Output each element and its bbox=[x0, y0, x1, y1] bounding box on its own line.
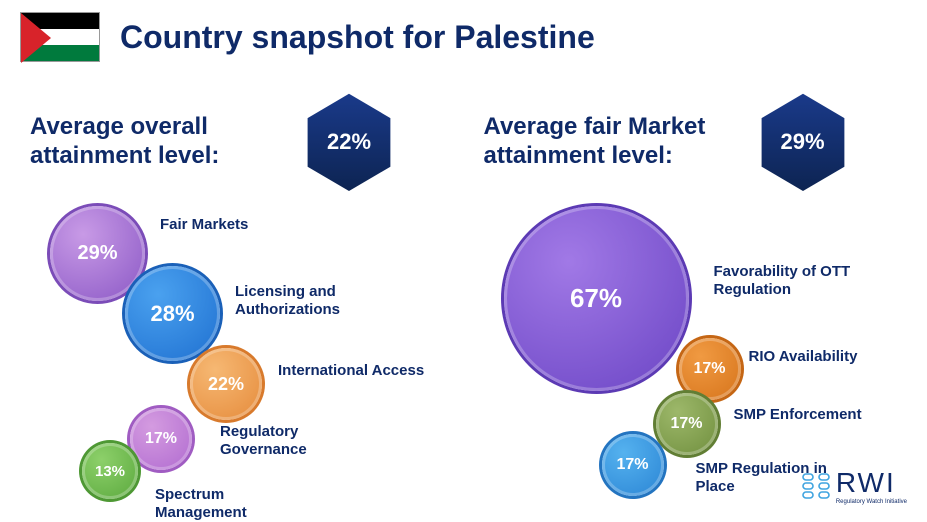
bubble-value: 67% bbox=[570, 283, 622, 314]
bubble-label: International Access bbox=[278, 362, 424, 380]
hex-value-left: 22% bbox=[327, 129, 371, 155]
bubble: 17% bbox=[656, 393, 718, 455]
flag-icon bbox=[20, 12, 100, 62]
bubble-label: RIO Availability bbox=[749, 348, 858, 366]
panel-title-left: Average overall attainment level: bbox=[30, 113, 280, 171]
bubble-value: 17% bbox=[693, 360, 725, 378]
bubble-value: 22% bbox=[208, 374, 244, 395]
bubble-label: Regulatory Governance bbox=[220, 423, 370, 459]
bubble-chart-left: 29% Fair Markets 28% Licensing and Authoriz… bbox=[30, 198, 454, 518]
bubble-label: Licensing and Authorizations bbox=[235, 283, 385, 319]
logo-text: RWI bbox=[836, 467, 907, 499]
logo-text-wrap: RWI Regulatory Watch Initiative bbox=[836, 467, 907, 505]
hex-value-right: 29% bbox=[780, 129, 824, 155]
bubble: 17% bbox=[602, 434, 664, 496]
bubble-label: Fair Markets bbox=[160, 216, 248, 234]
panel-head-left: Average overall attainment level: 22% bbox=[30, 92, 454, 192]
panel-overall: Average overall attainment level: 22% 29… bbox=[30, 92, 454, 518]
bubble-value: 17% bbox=[670, 415, 702, 433]
page-title: Country snapshot for Palestine bbox=[120, 19, 595, 56]
bubble: 17% bbox=[679, 338, 741, 400]
hex-badge-left: 22% bbox=[304, 92, 394, 192]
bubble-label: SMP Enforcement bbox=[734, 406, 862, 424]
bubble-label: Favorability of OTT Regulation bbox=[714, 263, 864, 299]
bubble: 22% bbox=[190, 348, 262, 420]
bubble-value: 13% bbox=[95, 463, 125, 480]
bubble-value: 17% bbox=[145, 430, 177, 448]
panel-title-right: Average fair Market attainment level: bbox=[484, 113, 734, 171]
header: Country snapshot for Palestine bbox=[0, 0, 927, 62]
logo-icon bbox=[800, 471, 830, 501]
bubble: 13% bbox=[82, 443, 138, 499]
logo-tagline: Regulatory Watch Initiative bbox=[836, 499, 907, 505]
bubble: 17% bbox=[130, 408, 192, 470]
bubble: 67% bbox=[504, 206, 689, 391]
footer-logo: RWI Regulatory Watch Initiative bbox=[800, 467, 907, 505]
bubble: 28% bbox=[125, 266, 220, 361]
panels: Average overall attainment level: 22% 29… bbox=[0, 62, 927, 518]
flag-triangle bbox=[21, 13, 51, 63]
bubble-value: 29% bbox=[77, 242, 117, 265]
hex-badge-right: 29% bbox=[758, 92, 848, 192]
panel-head-right: Average fair Market attainment level: 29… bbox=[484, 92, 908, 192]
bubble-value: 28% bbox=[150, 301, 194, 327]
panel-fair-market: Average fair Market attainment level: 29… bbox=[484, 92, 908, 518]
bubble-value: 17% bbox=[616, 456, 648, 474]
bubble: 29% bbox=[50, 206, 145, 301]
